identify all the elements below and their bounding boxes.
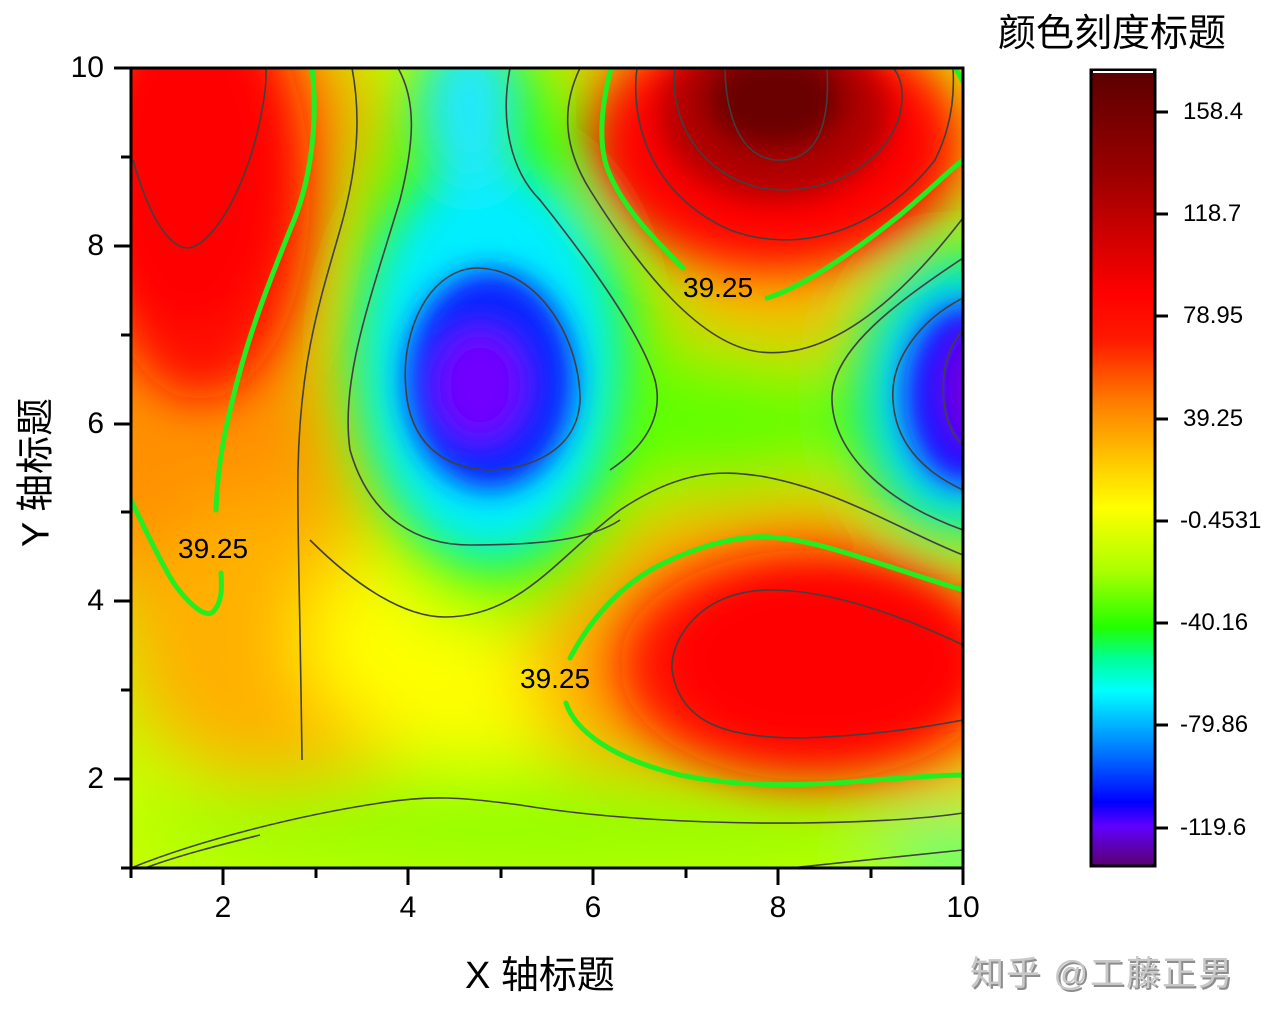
highlighted-contour-39.25	[131, 68, 963, 788]
watermark: 知乎 @工藤正男	[970, 955, 1234, 993]
heatmap-fill: 39.25 39.25 39.25	[131, 68, 963, 868]
x-axis-title: X 轴标题	[465, 955, 615, 997]
contour-lines	[131, 68, 963, 868]
x-tick-label: 10	[946, 891, 980, 924]
colorbar-tick-label: -119.6	[1180, 814, 1247, 841]
colorbar-tick-label: -0.4531	[1180, 507, 1262, 534]
y-tick-label: 8	[87, 229, 104, 262]
y-tick-label: 4	[87, 584, 104, 617]
colorbar-tick-label: 158.4	[1183, 98, 1244, 125]
y-tick-label: 2	[87, 762, 104, 795]
x-tick-label: 2	[214, 891, 232, 924]
colorbar-tick-label: 39.25	[1183, 405, 1244, 432]
x-tick-label: 8	[769, 891, 787, 924]
y-tick-label: 6	[87, 407, 104, 440]
x-tick-label: 6	[584, 891, 602, 924]
y-axis-ticks	[114, 66, 131, 870]
x-axis-ticks	[129, 868, 965, 885]
colorbar-tick-label: -40.16	[1180, 609, 1249, 636]
x-tick-label: 4	[399, 891, 417, 924]
y-axis-title: Y 轴标题	[15, 397, 58, 548]
plot-frame	[129, 66, 965, 870]
contour-label: 39.25	[520, 663, 590, 694]
contour-label: 39.25	[683, 272, 753, 303]
colorbar	[1089, 68, 1168, 868]
colorbar-title: 颜色刻度标题	[998, 11, 1227, 55]
colorbar-tick-label: 118.7	[1183, 200, 1242, 227]
colorbar-tick-label: 78.95	[1183, 302, 1244, 329]
y-tick-label: 10	[70, 51, 104, 84]
colorbar-tick-label: -79.86	[1180, 711, 1249, 738]
contour-label: 39.25	[178, 533, 248, 564]
